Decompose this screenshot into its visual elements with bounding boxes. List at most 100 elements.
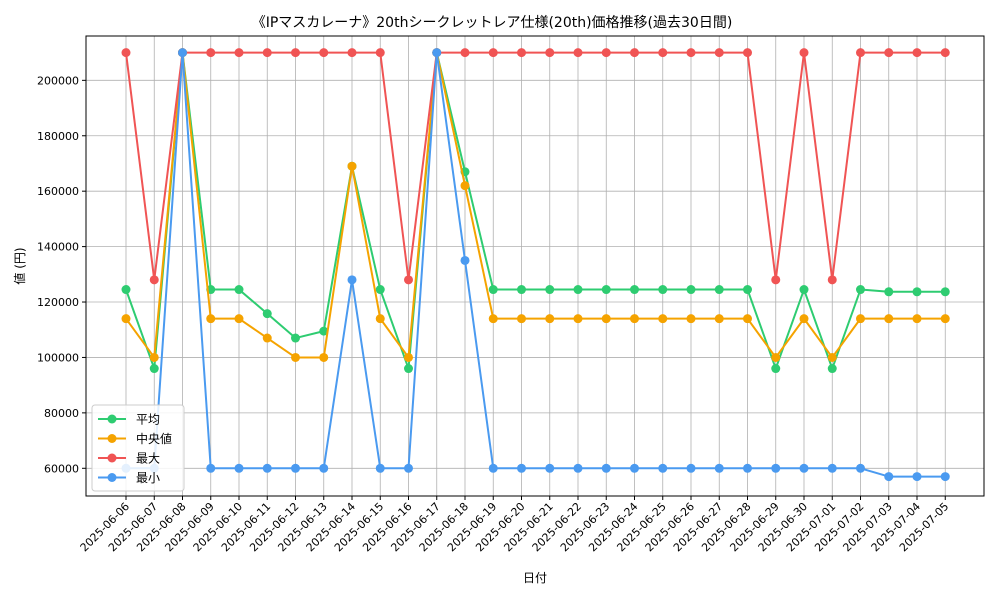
data-point [601,463,611,473]
plot-frame [85,35,985,497]
data-point [686,48,696,58]
data-point [488,314,498,324]
data-point [658,314,668,324]
data-point [827,275,837,285]
grid-lines [86,36,984,496]
y-tick-label: 100000 [37,351,79,364]
data-point [460,255,470,265]
data-point [149,275,159,285]
data-point [630,48,639,58]
data-point [121,314,131,324]
data-point [375,463,385,473]
data-point [799,285,809,295]
data-point [517,314,526,324]
data-point [714,463,724,473]
data-point [714,285,724,295]
data-point [686,314,696,324]
series-line [125,51,946,281]
legend-label: 平均 [136,413,160,427]
data-point [234,48,244,58]
data-point [799,314,809,324]
data-point [940,314,950,324]
data-point [178,48,187,58]
data-point [573,463,583,473]
x-axis-label: 日付 [523,571,547,585]
data-point [517,463,526,473]
data-point [375,285,385,295]
data-point [912,472,922,482]
data-point [347,161,357,171]
data-point [234,314,244,324]
data-point [291,352,300,362]
legend-box [91,404,185,492]
data-point [856,463,865,473]
data-point [234,463,244,473]
y-tick-label: 160000 [37,185,79,198]
data-point [517,285,526,295]
data-point [545,285,555,295]
y-tick-label: 120000 [37,296,79,309]
data-point [912,48,922,58]
data-point [573,285,583,295]
chart-title: 《IPマスカレーナ》20thシークレットレア仕様(20th)価格推移(過去30日… [252,15,733,31]
y-tick-label: 80000 [44,407,79,420]
data-point [460,181,470,191]
y-tick-label: 60000 [44,462,79,475]
data-point [912,287,922,297]
data-point [319,352,329,362]
y-tick-label: 200000 [37,74,79,87]
data-point [319,48,329,58]
y-tick-label: 180000 [37,130,79,143]
legend-marker [107,414,117,424]
data-point [686,285,696,295]
data-point [714,48,724,58]
data-point [206,463,216,473]
data-point [743,48,752,58]
data-point [658,48,668,58]
data-point [884,472,894,482]
legend-label: 最小 [136,471,160,485]
data-point [799,463,809,473]
data-point [488,463,498,473]
data-point [940,287,950,297]
data-point [404,463,413,473]
data-point [375,48,385,58]
data-point [517,48,526,58]
data-point [686,463,696,473]
series-1 [121,48,950,362]
data-point [262,309,272,319]
data-point [262,463,272,473]
data-point [573,48,583,58]
data-point [630,314,639,324]
series-lines [121,48,950,482]
data-point [601,48,611,58]
data-point [262,48,272,58]
data-point [827,463,837,473]
data-point [884,287,894,297]
data-point [658,285,668,295]
data-point [460,48,470,58]
data-point [375,314,385,324]
data-point [743,285,752,295]
data-point [827,364,837,374]
legend-label: 中央値 [136,431,172,446]
data-point [291,463,300,473]
data-point [121,285,131,295]
data-point [121,48,131,58]
data-point [856,48,865,58]
data-point [319,326,329,336]
data-point [206,314,216,324]
data-point [545,314,555,324]
data-point [404,275,413,285]
data-point [262,333,272,343]
data-point [630,285,639,295]
data-point [601,285,611,295]
data-point [347,275,357,285]
data-point [856,314,865,324]
data-point [771,352,781,362]
data-point [771,364,781,374]
series-line [125,51,946,359]
legend-marker [107,473,117,482]
data-point [545,463,555,473]
data-point [319,463,329,473]
